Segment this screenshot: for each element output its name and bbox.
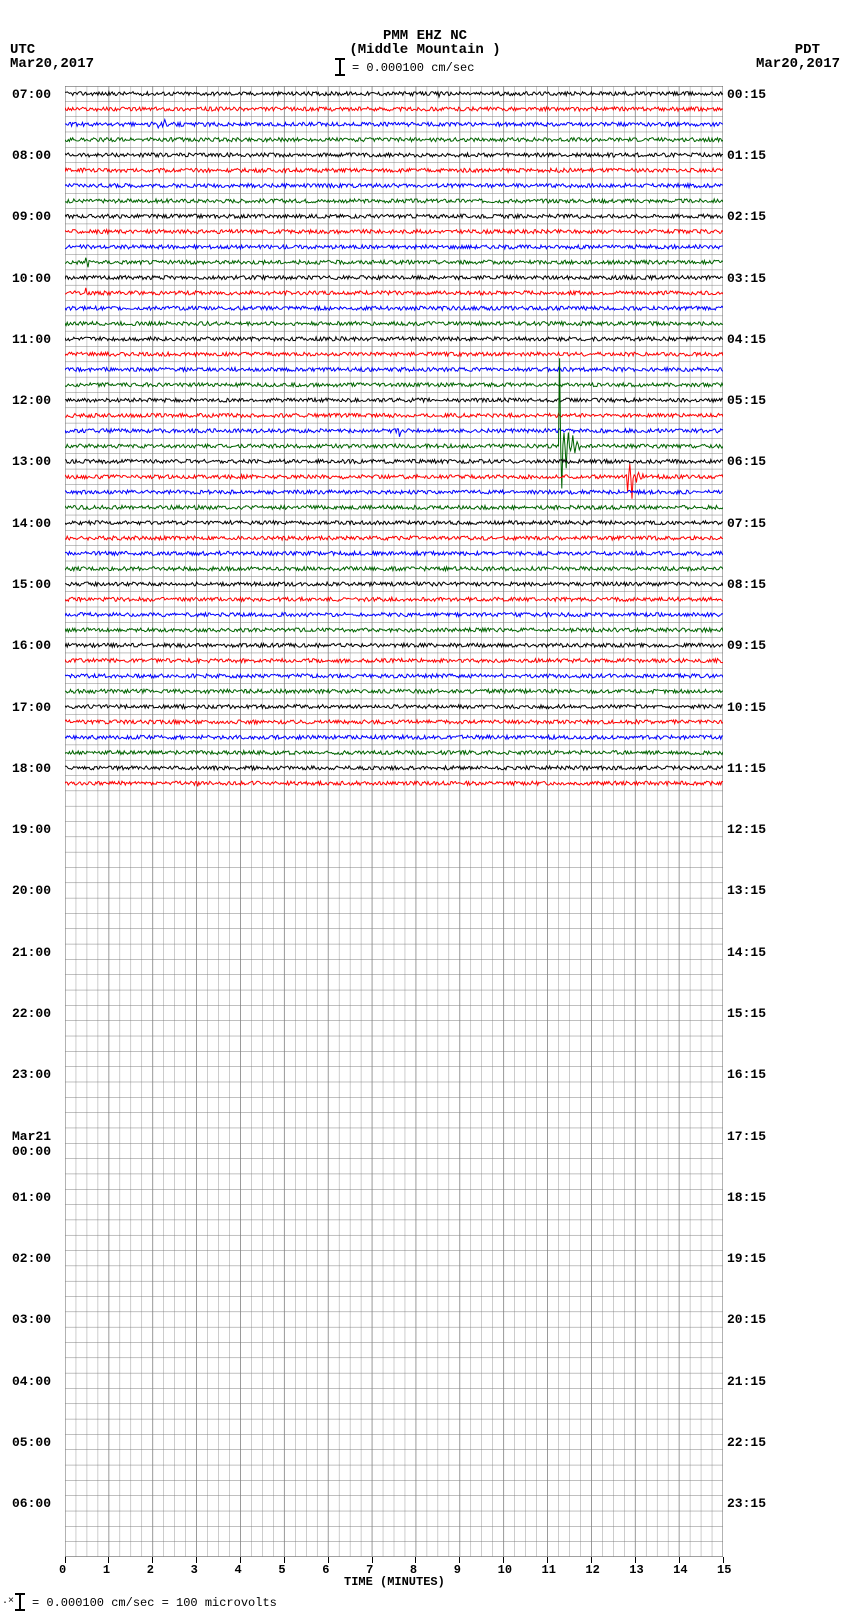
x-tick-label: 6 — [322, 1563, 329, 1577]
right-time-label: 13:15 — [727, 883, 766, 898]
station-name: (Middle Mountain ) — [0, 42, 850, 58]
left-time-label: 15:00 — [12, 577, 51, 592]
left-time-label: 07:00 — [12, 87, 51, 102]
right-time-label: 05:15 — [727, 393, 766, 408]
seismogram-plot — [65, 86, 723, 1557]
x-tick-label: 3 — [191, 1563, 198, 1577]
left-time-label: 11:00 — [12, 332, 51, 347]
left-time-label: 20:00 — [12, 883, 51, 898]
right-time-label: 19:15 — [727, 1251, 766, 1266]
left-time-label: Mar21 — [12, 1129, 51, 1144]
right-time-label: 18:15 — [727, 1190, 766, 1205]
x-tick-label: 11 — [542, 1563, 556, 1577]
left-time-label: 17:00 — [12, 700, 51, 715]
x-tick-label: 15 — [717, 1563, 731, 1577]
left-time-label: 12:00 — [12, 393, 51, 408]
x-tick-label: 13 — [629, 1563, 643, 1577]
scale-text: = 0.000100 cm/sec — [352, 61, 474, 75]
date-left: Mar20,2017 — [10, 56, 94, 72]
right-time-label: 20:15 — [727, 1312, 766, 1327]
x-tick-label: 1 — [103, 1563, 110, 1577]
date-right: Mar20,2017 — [756, 56, 840, 72]
left-time-label: 09:00 — [12, 209, 51, 224]
left-time-label: 23:00 — [12, 1067, 51, 1082]
left-time-label: 05:00 — [12, 1435, 51, 1450]
right-time-label: 22:15 — [727, 1435, 766, 1450]
scale-bar-icon — [330, 57, 350, 77]
footer-text: = 0.000100 cm/sec = 100 microvolts — [32, 1596, 277, 1610]
right-time-label: 08:15 — [727, 577, 766, 592]
footer-subscript: .× — [2, 1596, 14, 1607]
x-tick-label: 5 — [278, 1563, 285, 1577]
x-tick-label: 9 — [454, 1563, 461, 1577]
left-time-label: 08:00 — [12, 148, 51, 163]
seismogram-container: PMM EHZ NC (Middle Mountain ) UTC PDT Ma… — [0, 0, 850, 1613]
right-time-label: 02:15 — [727, 209, 766, 224]
left-time-label: 03:00 — [12, 1312, 51, 1327]
right-time-label: 01:15 — [727, 148, 766, 163]
left-time-label: 06:00 — [12, 1496, 51, 1511]
left-time-label: 21:00 — [12, 945, 51, 960]
left-time-label: 00:00 — [12, 1144, 51, 1159]
x-tick-label: 10 — [498, 1563, 512, 1577]
right-time-label: 10:15 — [727, 700, 766, 715]
left-time-label: 22:00 — [12, 1006, 51, 1021]
right-time-label: 07:15 — [727, 516, 766, 531]
left-time-label: 02:00 — [12, 1251, 51, 1266]
right-time-label: 23:15 — [727, 1496, 766, 1511]
left-time-label: 16:00 — [12, 638, 51, 653]
right-time-label: 11:15 — [727, 761, 766, 776]
right-time-label: 14:15 — [727, 945, 766, 960]
right-time-label: 12:15 — [727, 822, 766, 837]
left-time-label: 18:00 — [12, 761, 51, 776]
right-time-label: 00:15 — [727, 87, 766, 102]
x-tick-label: 12 — [585, 1563, 599, 1577]
right-time-label: 16:15 — [727, 1067, 766, 1082]
x-tick-label: 0 — [59, 1563, 66, 1577]
right-time-label: 09:15 — [727, 638, 766, 653]
left-time-label: 19:00 — [12, 822, 51, 837]
left-time-label: 13:00 — [12, 454, 51, 469]
left-time-label: 10:00 — [12, 271, 51, 286]
right-time-label: 17:15 — [727, 1129, 766, 1144]
left-time-label: 04:00 — [12, 1374, 51, 1389]
x-tick-label: 2 — [147, 1563, 154, 1577]
x-axis-label: TIME (MINUTES) — [344, 1575, 445, 1589]
right-time-label: 03:15 — [727, 271, 766, 286]
right-time-label: 21:15 — [727, 1374, 766, 1389]
right-time-label: 04:15 — [727, 332, 766, 347]
right-time-label: 15:15 — [727, 1006, 766, 1021]
left-time-label: 14:00 — [12, 516, 51, 531]
left-time-label: 01:00 — [12, 1190, 51, 1205]
x-tick-label: 4 — [234, 1563, 241, 1577]
right-time-label: 06:15 — [727, 454, 766, 469]
x-tick-label: 14 — [673, 1563, 687, 1577]
